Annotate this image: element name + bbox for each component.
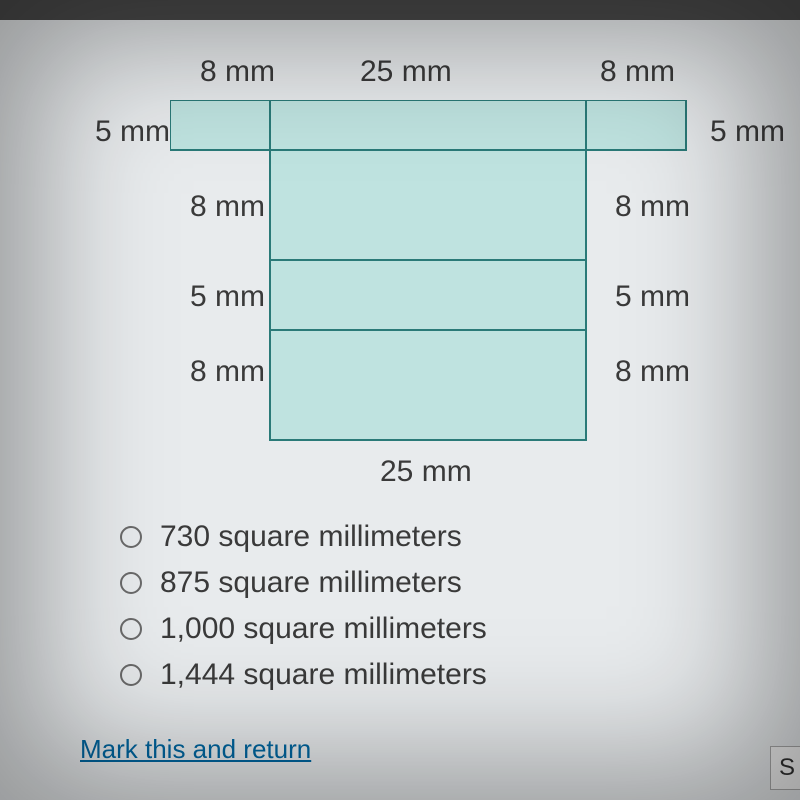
save-button-partial[interactable]: S [770, 746, 800, 790]
option-label: 1,000 square millimeters [160, 612, 487, 646]
option-875[interactable]: 875 square millimeters [120, 566, 760, 600]
dim-bottom: 25 mm [380, 455, 472, 489]
mark-and-return-link[interactable]: Mark this and return [80, 734, 311, 765]
radio-icon[interactable] [120, 572, 142, 594]
option-label: 875 square millimeters [160, 566, 462, 600]
option-label: 1,444 square millimeters [160, 658, 487, 692]
figure-svg [170, 100, 700, 450]
dim-top-mid: 25 mm [360, 55, 452, 89]
radio-icon[interactable] [120, 618, 142, 640]
option-label: 730 square millimeters [160, 520, 462, 554]
dim-top-left: 8 mm [200, 55, 275, 89]
dim-right-5: 5 mm [710, 115, 785, 149]
option-1444[interactable]: 1,444 square millimeters [120, 658, 760, 692]
radio-icon[interactable] [120, 664, 142, 686]
option-1000[interactable]: 1,000 square millimeters [120, 612, 760, 646]
dim-top-right: 8 mm [600, 55, 675, 89]
option-730[interactable]: 730 square millimeters [120, 520, 760, 554]
radio-icon[interactable] [120, 526, 142, 548]
answer-options: 730 square millimeters 875 square millim… [120, 520, 760, 692]
geometry-figure: 8 mm 25 mm 8 mm 5 mm 5 mm 8 mm 8 mm 5 mm… [60, 40, 760, 500]
button-stub-label: S [779, 754, 795, 782]
dim-left-5: 5 mm [95, 115, 170, 149]
